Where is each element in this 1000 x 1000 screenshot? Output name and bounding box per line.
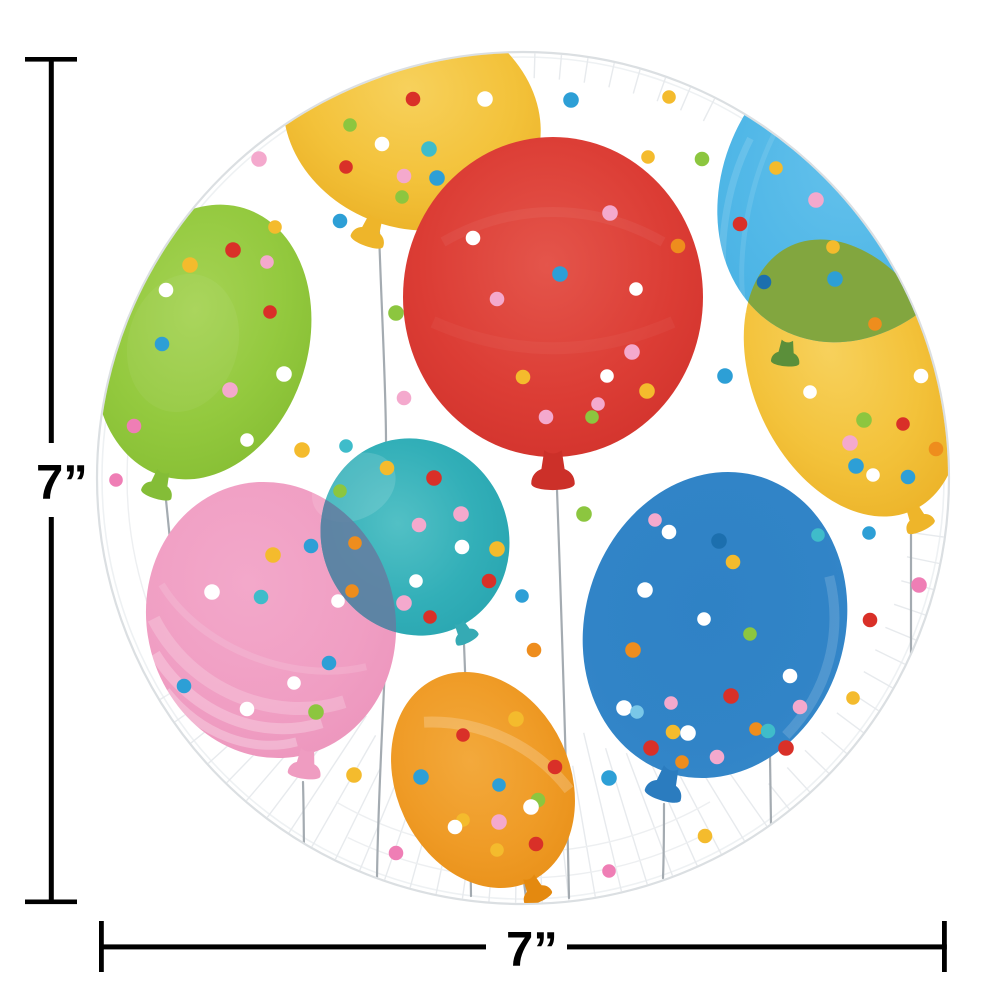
svg-text:7”: 7” [506, 923, 558, 977]
svg-text:7”: 7” [36, 456, 88, 510]
